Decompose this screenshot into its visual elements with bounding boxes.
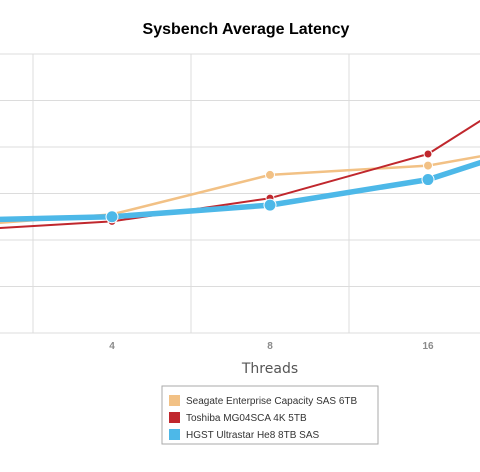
x-tick-labels: 4 8 16 (109, 341, 434, 352)
chart-title: Sysbench Average Latency (143, 21, 350, 38)
legend-swatch (169, 412, 180, 423)
legend-label: Seagate Enterprise Capacity SAS 6TB (186, 396, 358, 407)
series-line (0, 159, 480, 223)
x-tick-label: 8 (267, 341, 273, 352)
data-point (423, 160, 433, 171)
x-tick-label: 4 (109, 341, 115, 352)
data-point (421, 173, 435, 187)
legend-swatch (169, 395, 180, 406)
series-lines (0, 119, 480, 229)
data-point (423, 149, 433, 159)
data-point (263, 198, 277, 212)
data-point (265, 169, 275, 180)
legend-swatch (169, 429, 180, 440)
legend-box (161, 385, 379, 445)
series-line (0, 119, 480, 229)
legend: Seagate Enterprise Capacity SAS 6TB Toshi… (161, 385, 379, 445)
grid (0, 53, 480, 334)
x-axis-label: Threads (241, 361, 298, 377)
legend-label: HGST Ultrastar He8 8TB SAS (186, 430, 320, 441)
legend-label: Toshiba MG04SCA 4K 5TB (186, 413, 307, 424)
data-point (105, 210, 119, 224)
x-tick-label: 16 (422, 341, 434, 352)
